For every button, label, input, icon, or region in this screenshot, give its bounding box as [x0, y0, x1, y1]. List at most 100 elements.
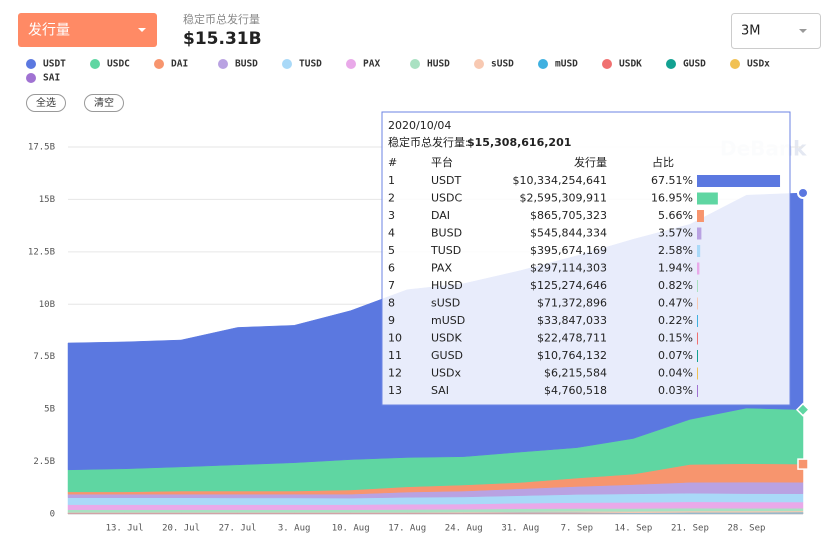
legend-swatch[interactable]	[730, 59, 740, 69]
legend-label: PAX	[363, 59, 380, 70]
x-tick-label: 24. Aug	[445, 524, 483, 534]
tooltip-share-bar	[697, 192, 718, 205]
tooltip-cell: HUSD	[431, 279, 463, 292]
tooltip-cell: BUSD	[431, 227, 462, 240]
tooltip-cell: $395,674,169	[530, 244, 607, 257]
metric-dropdown[interactable]	[18, 13, 157, 47]
legend-label: USDT	[43, 59, 66, 70]
tooltip-cell: mUSD	[431, 314, 465, 327]
tooltip-share: 0.22%	[658, 314, 693, 327]
clear-button[interactable]	[84, 94, 124, 112]
tooltip-share-bar	[697, 227, 702, 240]
tooltip-share-bar	[697, 297, 698, 310]
clear-label: 清空	[94, 96, 114, 109]
dropdown-arrow	[138, 28, 146, 32]
x-tick-label: 20. Jul	[162, 524, 200, 534]
tooltip-cell: USDT	[431, 174, 462, 187]
tooltip-date: 2020/10/04	[388, 119, 451, 132]
tooltip-cell: GUSD	[431, 349, 463, 362]
legend-swatch[interactable]	[218, 59, 228, 69]
x-tick-label: 17. Aug	[388, 524, 426, 534]
x-tick-label: 14. Sep	[614, 524, 652, 534]
legend-swatch[interactable]	[410, 59, 420, 69]
tooltip-share: 0.04%	[658, 367, 693, 380]
tooltip-header: 平台	[431, 155, 453, 169]
range-select[interactable]	[731, 13, 821, 49]
tooltip-cell: $6,215,584	[544, 367, 607, 380]
legend-label: USDC	[107, 59, 130, 70]
tooltip-cell: 11	[388, 349, 402, 362]
tooltip-cell: USDx	[431, 367, 462, 380]
tooltip-cell: 6	[388, 262, 395, 275]
tooltip-cell: SAI	[431, 384, 449, 397]
legend-swatch[interactable]	[90, 59, 100, 69]
tooltip-share-bar	[697, 315, 698, 327]
x-tick-label: 27. Jul	[219, 524, 257, 534]
tooltip-cell: $10,334,254,641	[513, 174, 607, 187]
legend-label: GUSD	[683, 59, 706, 70]
tooltip-cell: 13	[388, 384, 402, 397]
tooltip-share-bar	[697, 332, 698, 345]
x-tick-label: 31. Aug	[501, 524, 539, 534]
tooltip-share-bar	[697, 262, 700, 275]
hover-marker	[795, 402, 811, 417]
x-tick-label: 7. Sep	[561, 524, 594, 534]
legend-swatch[interactable]	[346, 59, 356, 69]
hover-marker	[797, 186, 809, 199]
legend-label: BUSD	[235, 59, 258, 70]
tooltip-cell: 2	[388, 192, 395, 205]
tooltip-cell: $33,847,033	[537, 314, 607, 327]
tooltip-cell: 12	[388, 367, 402, 380]
tooltip-cell: $4,760,518	[544, 384, 607, 397]
tooltip-share: 0.03%	[658, 384, 693, 397]
tooltip-share: 2.58%	[658, 244, 693, 257]
tooltip-share-bar	[697, 175, 781, 187]
legend-swatch[interactable]	[282, 59, 292, 69]
legend-label: mUSD	[555, 59, 578, 70]
tooltip-share: 0.15%	[658, 332, 693, 345]
y-tick-label: 2.5B	[33, 457, 55, 467]
x-tick-label: 28. Sep	[727, 524, 765, 534]
tooltip-cell: sUSD	[431, 297, 460, 310]
legend-label: TUSD	[299, 59, 322, 70]
tooltip-share: 0.07%	[658, 349, 693, 362]
tooltip-share-bar	[697, 350, 698, 362]
tooltip-cell: $22,478,711	[537, 332, 607, 345]
tooltip-header: #	[388, 156, 397, 169]
legend-label: USDx	[747, 59, 770, 70]
tooltip-cell: $2,595,309,911	[520, 192, 607, 205]
tooltip: 2020/10/04 稳定币总发行量: $15,308,616,201 # 平台 发…	[381, 111, 791, 406]
tooltip-header: 占比	[652, 155, 674, 169]
x-tick-label: 3. Aug	[278, 524, 311, 534]
legend-swatch[interactable]	[538, 59, 548, 69]
legend-swatch[interactable]	[154, 59, 164, 69]
range-arrow	[799, 29, 807, 33]
legend-swatch[interactable]	[26, 73, 36, 83]
tooltip-header: 发行量	[574, 155, 607, 169]
legend-label: USDK	[619, 59, 642, 70]
tooltip-share-bar	[697, 385, 698, 397]
hover-marker	[797, 458, 809, 470]
y-tick-label: 12.5B	[28, 247, 55, 257]
tooltip-cell: 7	[388, 279, 395, 292]
legend-swatch[interactable]	[602, 59, 612, 69]
legend-swatch[interactable]	[26, 59, 36, 69]
y-tick-label: 15B	[39, 195, 55, 205]
x-tick-label: 13. Jul	[106, 524, 144, 534]
select-all-button[interactable]	[26, 94, 66, 112]
legend-swatch[interactable]	[666, 59, 676, 69]
tooltip-share: 0.47%	[658, 297, 693, 310]
tooltip-share-bar	[697, 245, 701, 257]
tooltip-cell: 10	[388, 332, 402, 345]
tooltip-cell: 5	[388, 244, 395, 257]
legend-label: HUSD	[427, 59, 450, 70]
tooltip-total: $15,308,616,201	[467, 136, 571, 149]
select-all-label: 全选	[36, 96, 56, 109]
legend-swatch[interactable]	[474, 59, 484, 69]
tooltip-share: 5.66%	[658, 209, 693, 222]
x-tick-label: 10. Aug	[332, 524, 370, 534]
tooltip-cell: $297,114,303	[530, 262, 607, 275]
range-label: 3M	[741, 24, 761, 39]
y-tick-label: 0	[50, 510, 55, 520]
